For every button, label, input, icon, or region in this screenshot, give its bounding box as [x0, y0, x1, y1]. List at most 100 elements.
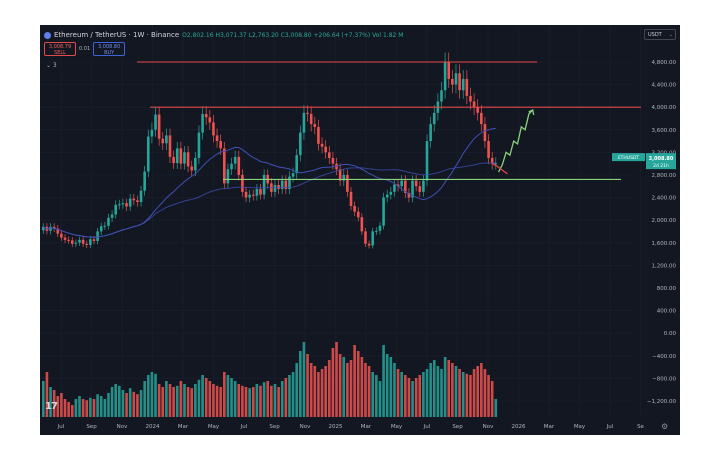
time-axis-label: 2026: [512, 424, 526, 430]
volume-bar: [215, 385, 219, 417]
projection-up-line: [497, 109, 534, 173]
candle: [78, 239, 81, 243]
volume-bar: [447, 360, 451, 417]
candle: [371, 231, 375, 246]
candle: [99, 226, 103, 232]
volume-bar: [132, 391, 136, 417]
volume-bar: [49, 387, 52, 417]
volume-bar: [389, 357, 393, 417]
volume-bar: [396, 369, 400, 417]
volume-bar: [204, 378, 208, 417]
volume-bar: [436, 366, 440, 417]
candle: [346, 174, 349, 192]
volume-bar: [114, 384, 117, 417]
currency-selector[interactable]: USDT ⌄: [644, 29, 676, 40]
candle: [280, 180, 284, 190]
volume-bar: [230, 378, 233, 417]
candle: [237, 156, 241, 175]
volume-bar: [96, 394, 99, 417]
price-chart[interactable]: 4,800.004,400.004,000.003,600.003,200.00…: [40, 25, 680, 435]
volume-bar: [42, 381, 45, 417]
candle: [132, 198, 136, 201]
candle: [194, 157, 197, 171]
volume-bar: [356, 351, 360, 417]
candle: [172, 156, 175, 164]
price-axis-label: −400.00: [652, 354, 676, 360]
candle: [118, 204, 121, 206]
volume-bar: [121, 390, 125, 417]
volume-bar: [393, 363, 396, 417]
volume-bar: [342, 357, 346, 417]
candle: [262, 174, 266, 195]
volume-bar: [335, 342, 338, 417]
candle: [85, 243, 89, 245]
candle: [215, 135, 219, 142]
candle: [461, 78, 465, 91]
candle: [70, 240, 74, 244]
tradingview-logo-icon[interactable]: 17: [45, 401, 58, 412]
candle: [327, 152, 331, 158]
open-value: O2,802.16: [182, 31, 214, 39]
candle: [494, 163, 498, 165]
close-value: C3,008.80: [280, 31, 312, 39]
candle: [385, 194, 389, 198]
volume-bar: [346, 363, 349, 417]
symbol-tag-label: ETHUSDT: [618, 155, 640, 161]
time-axis-label: Nov: [300, 424, 311, 430]
volume-bar: [219, 387, 222, 417]
volume-bar: [320, 369, 324, 417]
volume-bar: [476, 366, 479, 417]
volume-bar: [52, 390, 56, 417]
candle: [255, 189, 259, 196]
candle: [204, 113, 208, 118]
volume-bar: [440, 369, 443, 417]
candle: [407, 192, 411, 198]
volume-bar: [299, 351, 302, 417]
candle: [342, 174, 346, 181]
volume-bar: [118, 385, 121, 417]
volume-bar: [103, 399, 107, 417]
time-axis-label: Nov: [483, 424, 494, 430]
candle: [487, 141, 490, 158]
candle: [483, 124, 487, 142]
candle: [291, 173, 295, 177]
time-axis-label: 2025: [329, 424, 343, 430]
volume-bar: [385, 354, 389, 417]
change-value: +206.64 (+7.37%): [313, 31, 371, 39]
candle: [451, 78, 454, 85]
candle: [150, 129, 154, 137]
candle: [411, 180, 414, 198]
volume-bar: [107, 393, 110, 417]
time-axis-label: Jul: [57, 424, 65, 430]
volume-bar: [458, 369, 461, 417]
indicators-toggle[interactable]: ⌄ 3: [46, 62, 57, 69]
candle: [378, 225, 382, 231]
volume-bar: [317, 372, 320, 417]
candle: [186, 152, 190, 167]
candle: [219, 141, 222, 149]
gear-icon[interactable]: ⚙: [661, 422, 669, 431]
candle: [454, 73, 458, 85]
buy-button[interactable]: 3,008.80 BUY: [93, 42, 126, 56]
candle: [375, 230, 378, 232]
volume-bar: [45, 372, 49, 417]
sell-button[interactable]: 3,008.79 SELL: [44, 42, 76, 56]
candle: [241, 174, 244, 192]
sell-label: SELL: [54, 50, 66, 56]
candle: [338, 169, 342, 181]
volume-bar: [154, 373, 157, 417]
candle: [393, 184, 396, 192]
volume-bar: [324, 366, 327, 417]
time-axis-label: Jul: [606, 424, 614, 430]
volume-bar: [165, 381, 168, 417]
symbol-title[interactable]: Ethereum / TetherUS · 1W · Binance: [54, 31, 180, 39]
volume-bar: [273, 384, 277, 417]
volume-bar: [136, 394, 139, 417]
volume-bar: [331, 348, 335, 417]
candle: [382, 197, 385, 226]
volume-bar: [125, 393, 128, 417]
candle: [440, 90, 443, 102]
volume-bar: [139, 390, 143, 417]
volume-bar: [422, 372, 425, 417]
volume-bar: [56, 396, 60, 417]
